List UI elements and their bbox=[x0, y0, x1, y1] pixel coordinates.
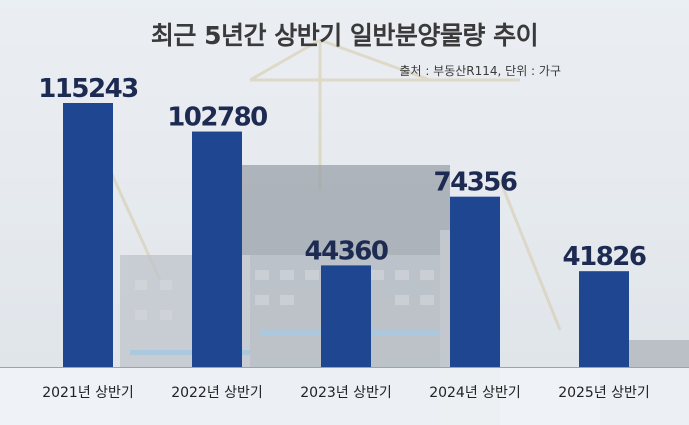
category-band bbox=[0, 367, 689, 425]
data-label-2: 102780 bbox=[167, 103, 267, 133]
data-label-3: 44360 bbox=[305, 236, 388, 266]
chart-title: 최근 5년간 상반기 일반분양물량 추이 bbox=[150, 21, 539, 50]
bar-2 bbox=[192, 131, 242, 367]
category-label-1: 2021년 상반기 bbox=[42, 385, 134, 401]
bar-5 bbox=[579, 271, 629, 367]
data-label-4: 74356 bbox=[434, 168, 517, 198]
data-label-1: 115243 bbox=[38, 74, 138, 104]
category-label-2: 2022년 상반기 bbox=[171, 385, 263, 401]
source-note: 출처 : 부동산R114, 단위 : 가구 bbox=[399, 64, 561, 78]
category-label-3: 2023년 상반기 bbox=[300, 385, 392, 401]
building-windows bbox=[135, 270, 434, 320]
category-label-5: 2025년 상반기 bbox=[558, 385, 650, 401]
bar-3 bbox=[321, 265, 371, 367]
bar-4 bbox=[450, 196, 500, 367]
bar-1 bbox=[63, 103, 113, 367]
data-label-5: 41826 bbox=[563, 242, 646, 272]
category-label-4: 2024년 상반기 bbox=[429, 385, 521, 401]
x-axis-line bbox=[0, 367, 689, 368]
